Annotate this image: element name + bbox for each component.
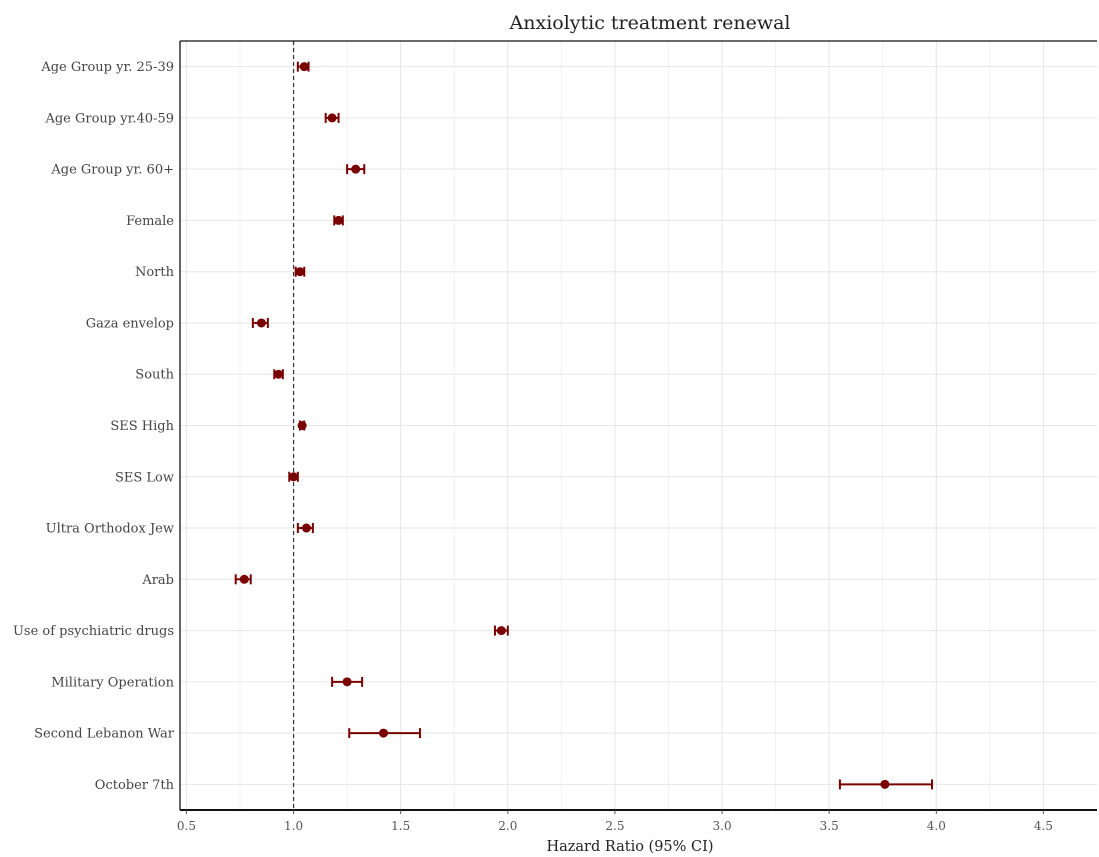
- hr-point: [496, 626, 506, 636]
- row-label: Arab: [141, 573, 174, 588]
- hr-point: [301, 523, 311, 533]
- row-label: North: [135, 265, 175, 280]
- row-label: Use of psychiatric drugs: [13, 624, 174, 639]
- x-axis-title: Hazard Ratio (95% CI): [546, 839, 713, 855]
- row-label: South: [135, 368, 174, 383]
- hr-point: [295, 267, 305, 277]
- hr-point: [299, 62, 309, 72]
- x-tick-label: 3.0: [713, 819, 732, 833]
- x-tick-label: 3.5: [820, 819, 839, 833]
- hr-point: [327, 113, 337, 123]
- axis-layer: 0.5 1.0 1.5 2.0 2.5 3.0 3.5 4.0 4.5: [177, 40, 1097, 833]
- row-label: Age Group yr. 60+: [50, 163, 174, 178]
- x-tick-label: 1.0: [284, 819, 303, 833]
- row-label: Gaza envelop: [86, 316, 174, 331]
- x-tick-label: 0.5: [177, 819, 196, 833]
- hr-point: [289, 472, 299, 482]
- chart-title: Anxiolytic treatment renewal: [509, 12, 791, 34]
- hr-point: [379, 728, 389, 738]
- x-tick-label: 4.5: [1034, 819, 1053, 833]
- hr-point: [334, 215, 344, 225]
- row-label: Age Group yr.40-59: [44, 111, 174, 126]
- hr-point: [256, 318, 266, 328]
- hr-point: [274, 369, 284, 379]
- row-label: SES High: [110, 419, 174, 434]
- x-tick-label: 1.5: [391, 819, 410, 833]
- hr-point: [297, 421, 307, 430]
- row-label: Age Group yr. 25-39: [40, 60, 174, 75]
- hr-point: [351, 164, 361, 174]
- row-label: Military Operation: [51, 675, 174, 690]
- hr-point: [880, 779, 890, 789]
- row-label: Second Lebanon War: [34, 727, 175, 742]
- hr-point: [342, 677, 352, 687]
- row-label: Female: [126, 214, 174, 229]
- x-tick-label: 2.5: [605, 819, 624, 833]
- row-label: Ultra Orthodox Jew: [46, 522, 174, 537]
- row-label: SES Low: [115, 470, 174, 485]
- x-tick-label: 2.0: [498, 819, 517, 833]
- x-tick-label: 4.0: [927, 819, 946, 833]
- hr-point: [239, 574, 249, 584]
- label-layer: Age Group yr. 25-39 Age Group yr.40-59 Age…: [13, 60, 175, 793]
- row-label: October 7th: [95, 778, 175, 793]
- grid-layer: [180, 41, 1097, 810]
- marks-layer: [234, 61, 934, 790]
